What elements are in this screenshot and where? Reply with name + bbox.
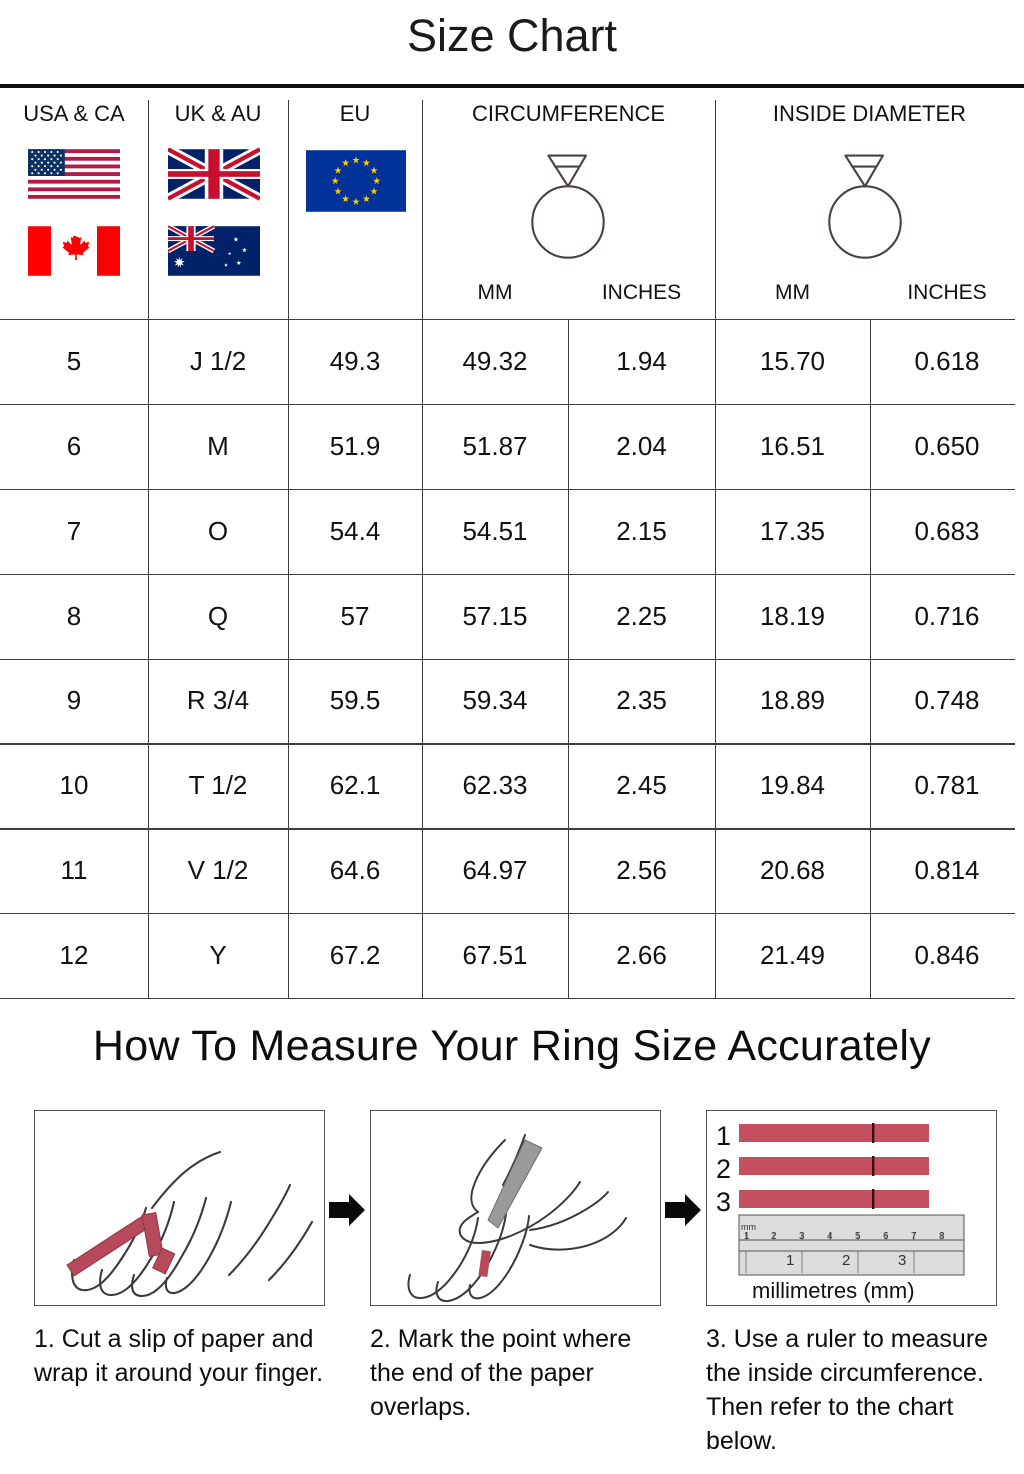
svg-text:5: 5 [855,1231,861,1242]
svg-text:8: 8 [939,1231,945,1242]
svg-text:millimetres (mm): millimetres (mm) [752,1278,915,1303]
svg-text:3: 3 [799,1231,805,1242]
svg-text:7: 7 [911,1231,917,1242]
svg-text:2: 2 [771,1231,777,1242]
svg-text:6: 6 [883,1231,889,1242]
svg-text:2: 2 [716,1154,731,1184]
svg-text:4: 4 [827,1231,833,1242]
svg-text:3: 3 [716,1187,731,1217]
svg-text:2: 2 [842,1252,850,1269]
svg-text:1: 1 [716,1121,731,1151]
svg-text:3: 3 [898,1252,906,1269]
svg-text:1: 1 [786,1252,794,1269]
svg-text:1: 1 [744,1231,750,1242]
